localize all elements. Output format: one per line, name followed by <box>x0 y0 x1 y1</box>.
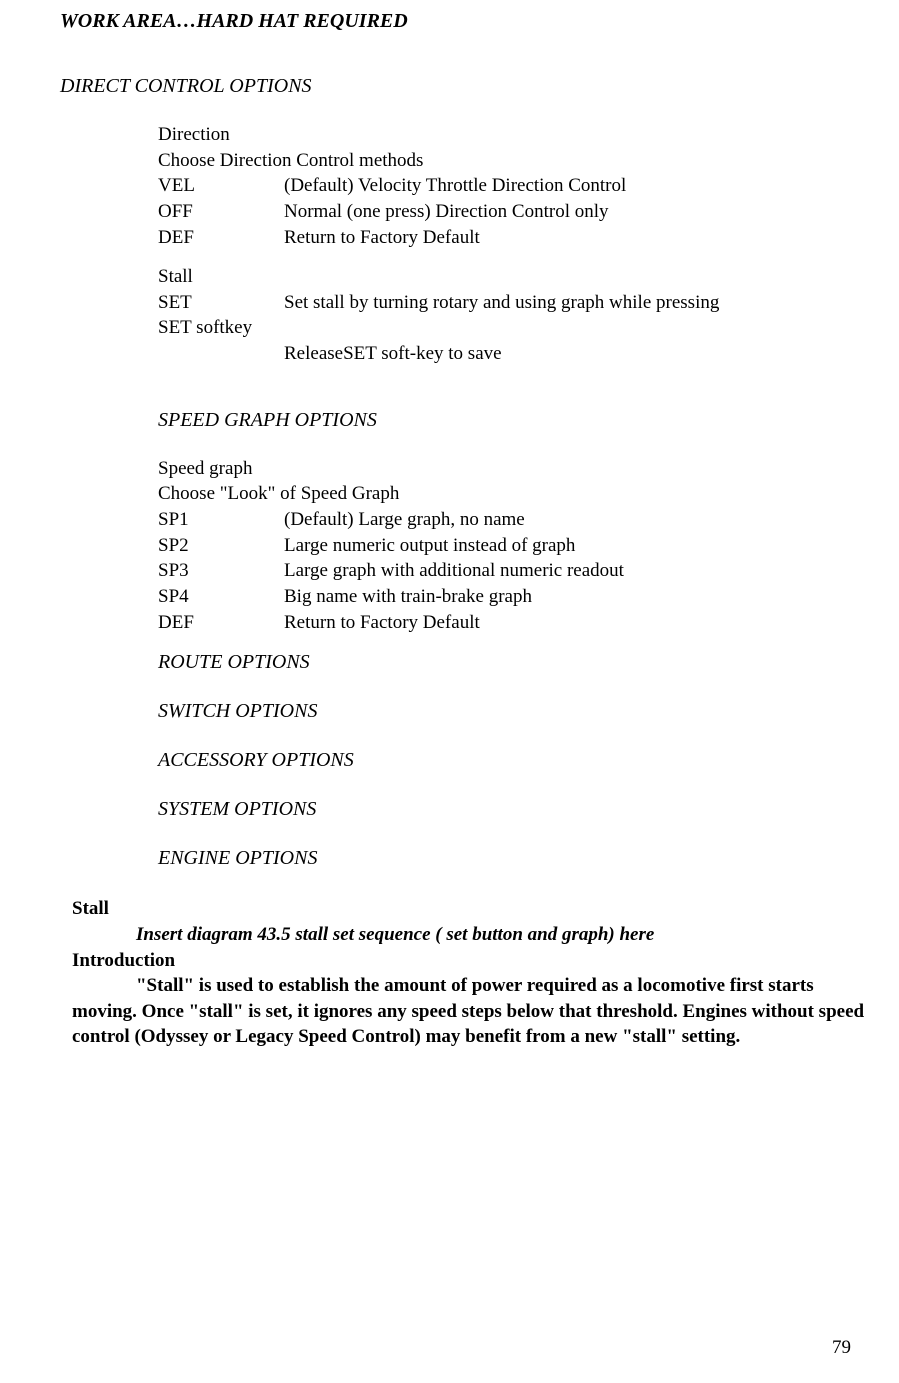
direct-control-heading: DIRECT CONTROL OPTIONS <box>60 73 869 100</box>
accessory-options-heading: ACCESSORY OPTIONS <box>158 747 869 774</box>
option-key: DEF <box>158 610 284 636</box>
option-key: SP2 <box>158 533 284 559</box>
option-row: DEF Return to Factory Default <box>158 610 869 636</box>
option-row: SET Set stall by turning rotary and usin… <box>158 290 869 316</box>
option-key <box>158 341 284 367</box>
page-container: WORK AREA…HARD HAT REQUIRED DIRECT CONTR… <box>60 8 869 1363</box>
speed-graph-desc: Choose "Look" of Speed Graph <box>158 481 869 507</box>
stall-section-label: Stall <box>72 896 869 922</box>
option-val: (Default) Large graph, no name <box>284 507 869 533</box>
option-row: ReleaseSET soft-key to save <box>158 341 869 367</box>
option-row: VEL (Default) Velocity Throttle Directio… <box>158 173 869 199</box>
option-row: SP2 Large numeric output instead of grap… <box>158 533 869 559</box>
option-val: Big name with train-brake graph <box>284 584 869 610</box>
option-key: SET <box>158 290 284 316</box>
option-key: VEL <box>158 173 284 199</box>
option-key: OFF <box>158 199 284 225</box>
option-row: OFF Normal (one press) Direction Control… <box>158 199 869 225</box>
option-val: ReleaseSET soft-key to save <box>284 341 869 367</box>
option-val: Return to Factory Default <box>284 610 869 636</box>
option-row: SP3 Large graph with additional numeric … <box>158 558 869 584</box>
option-row: SP4 Big name with train-brake graph <box>158 584 869 610</box>
speed-graph-label: Speed graph <box>158 456 869 482</box>
option-row: DEF Return to Factory Default <box>158 225 869 251</box>
introduction-label: Introduction <box>72 948 869 974</box>
stall-softkey-line: SET softkey <box>158 315 869 341</box>
direction-label: Direction <box>158 122 869 148</box>
option-val: Large graph with additional numeric read… <box>284 558 869 584</box>
switch-options-heading: SWITCH OPTIONS <box>158 698 869 725</box>
option-key: SP1 <box>158 507 284 533</box>
option-val: Set stall by turning rotary and using gr… <box>284 290 869 316</box>
introduction-paragraph: "Stall" is used to establish the amount … <box>72 973 869 1050</box>
option-val: (Default) Velocity Throttle Direction Co… <box>284 173 869 199</box>
direct-control-block: Direction Choose Direction Control metho… <box>158 122 869 872</box>
option-key: DEF <box>158 225 284 251</box>
option-val: Large numeric output instead of graph <box>284 533 869 559</box>
option-key: SP3 <box>158 558 284 584</box>
route-options-heading: ROUTE OPTIONS <box>158 649 869 676</box>
stall-label: Stall <box>158 264 869 290</box>
page-number: 79 <box>832 1335 851 1361</box>
system-options-heading: SYSTEM OPTIONS <box>158 796 869 823</box>
option-val: Normal (one press) Direction Control onl… <box>284 199 869 225</box>
option-key: SP4 <box>158 584 284 610</box>
introduction-text: "Stall" is used to establish the amount … <box>72 975 864 1047</box>
page-title: WORK AREA…HARD HAT REQUIRED <box>60 8 869 35</box>
option-row: SP1 (Default) Large graph, no name <box>158 507 869 533</box>
direction-desc: Choose Direction Control methods <box>158 148 869 174</box>
speed-graph-heading: SPEED GRAPH OPTIONS <box>158 407 869 434</box>
stall-section: Stall Insert diagram 43.5 stall set sequ… <box>72 896 869 1050</box>
stall-insert-note: Insert diagram 43.5 stall set sequence (… <box>136 922 869 948</box>
option-val: Return to Factory Default <box>284 225 869 251</box>
engine-options-heading: ENGINE OPTIONS <box>158 845 869 872</box>
